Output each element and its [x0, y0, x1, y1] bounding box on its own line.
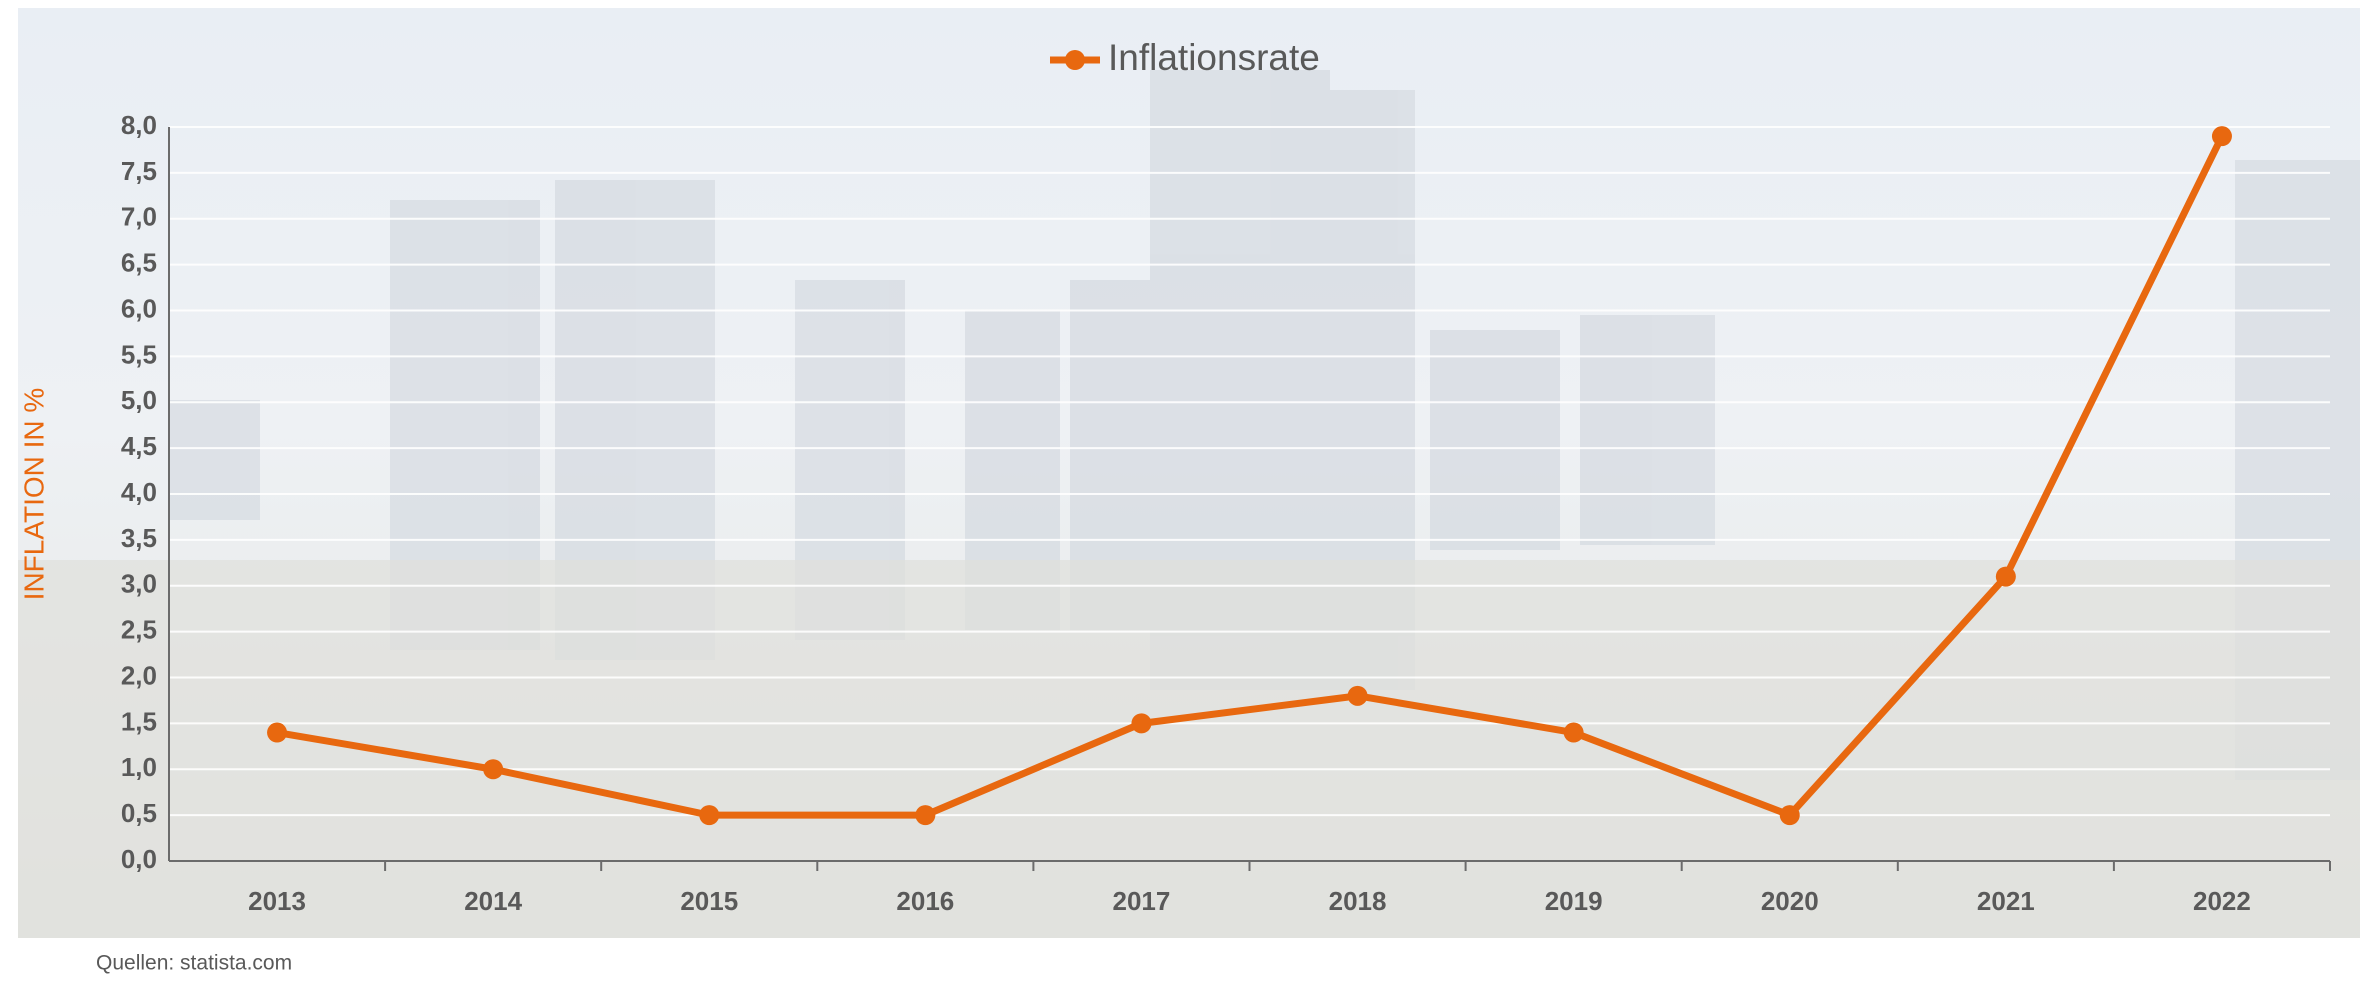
- x-tick-label: 2013: [248, 886, 306, 916]
- y-tick-label: 2,5: [121, 615, 157, 645]
- background-photo: [18, 8, 2360, 938]
- y-tick-label: 4,5: [121, 431, 157, 461]
- x-tick-label: 2017: [1113, 886, 1171, 916]
- x-tick-label: 2021: [1977, 886, 2035, 916]
- point: [1131, 713, 1151, 733]
- point: [1564, 723, 1584, 743]
- x-tick-label: 2014: [464, 886, 522, 916]
- point: [1996, 567, 2016, 587]
- chart: INFLATION IN % Inflationsrate Quellen: s…: [0, 0, 2372, 1008]
- point: [1348, 686, 1368, 706]
- y-tick-label: 7,0: [121, 202, 157, 232]
- x-tick-label: 2019: [1545, 886, 1603, 916]
- x-tick-label: 2015: [680, 886, 738, 916]
- y-tick-label: 1,5: [121, 706, 157, 736]
- page: INFLATION IN % Inflationsrate Quellen: s…: [0, 0, 2372, 1008]
- y-tick-label: 8,0: [121, 110, 157, 140]
- point: [267, 723, 287, 743]
- y-tick-label: 2,0: [121, 660, 157, 690]
- legend-label: Inflationsrate: [1108, 37, 1320, 78]
- x-tick-label: 2016: [896, 886, 954, 916]
- x-tick-label: 2022: [2193, 886, 2251, 916]
- y-tick-label: 4,0: [121, 477, 157, 507]
- y-tick-label: 0,5: [121, 798, 157, 828]
- x-tick-label: 2018: [1329, 886, 1387, 916]
- legend-marker: [1065, 50, 1085, 70]
- y-tick-label: 5,5: [121, 339, 157, 369]
- y-tick-label: 5,0: [121, 385, 157, 415]
- y-tick-label: 3,5: [121, 523, 157, 553]
- y-tick-label: 0,0: [121, 844, 157, 874]
- point: [2212, 126, 2232, 146]
- x-tick-label: 2020: [1761, 886, 1819, 916]
- point: [483, 759, 503, 779]
- y-tick-label: 3,0: [121, 569, 157, 599]
- point: [1780, 805, 1800, 825]
- point: [915, 805, 935, 825]
- y-axis-title: INFLATION IN %: [18, 388, 49, 601]
- point: [699, 805, 719, 825]
- source: Quellen: statista.com: [96, 952, 292, 975]
- y-tick-label: 1,0: [121, 752, 157, 782]
- y-tick-label: 6,0: [121, 293, 157, 323]
- y-tick-label: 6,5: [121, 248, 157, 278]
- y-tick-label: 7,5: [121, 156, 157, 186]
